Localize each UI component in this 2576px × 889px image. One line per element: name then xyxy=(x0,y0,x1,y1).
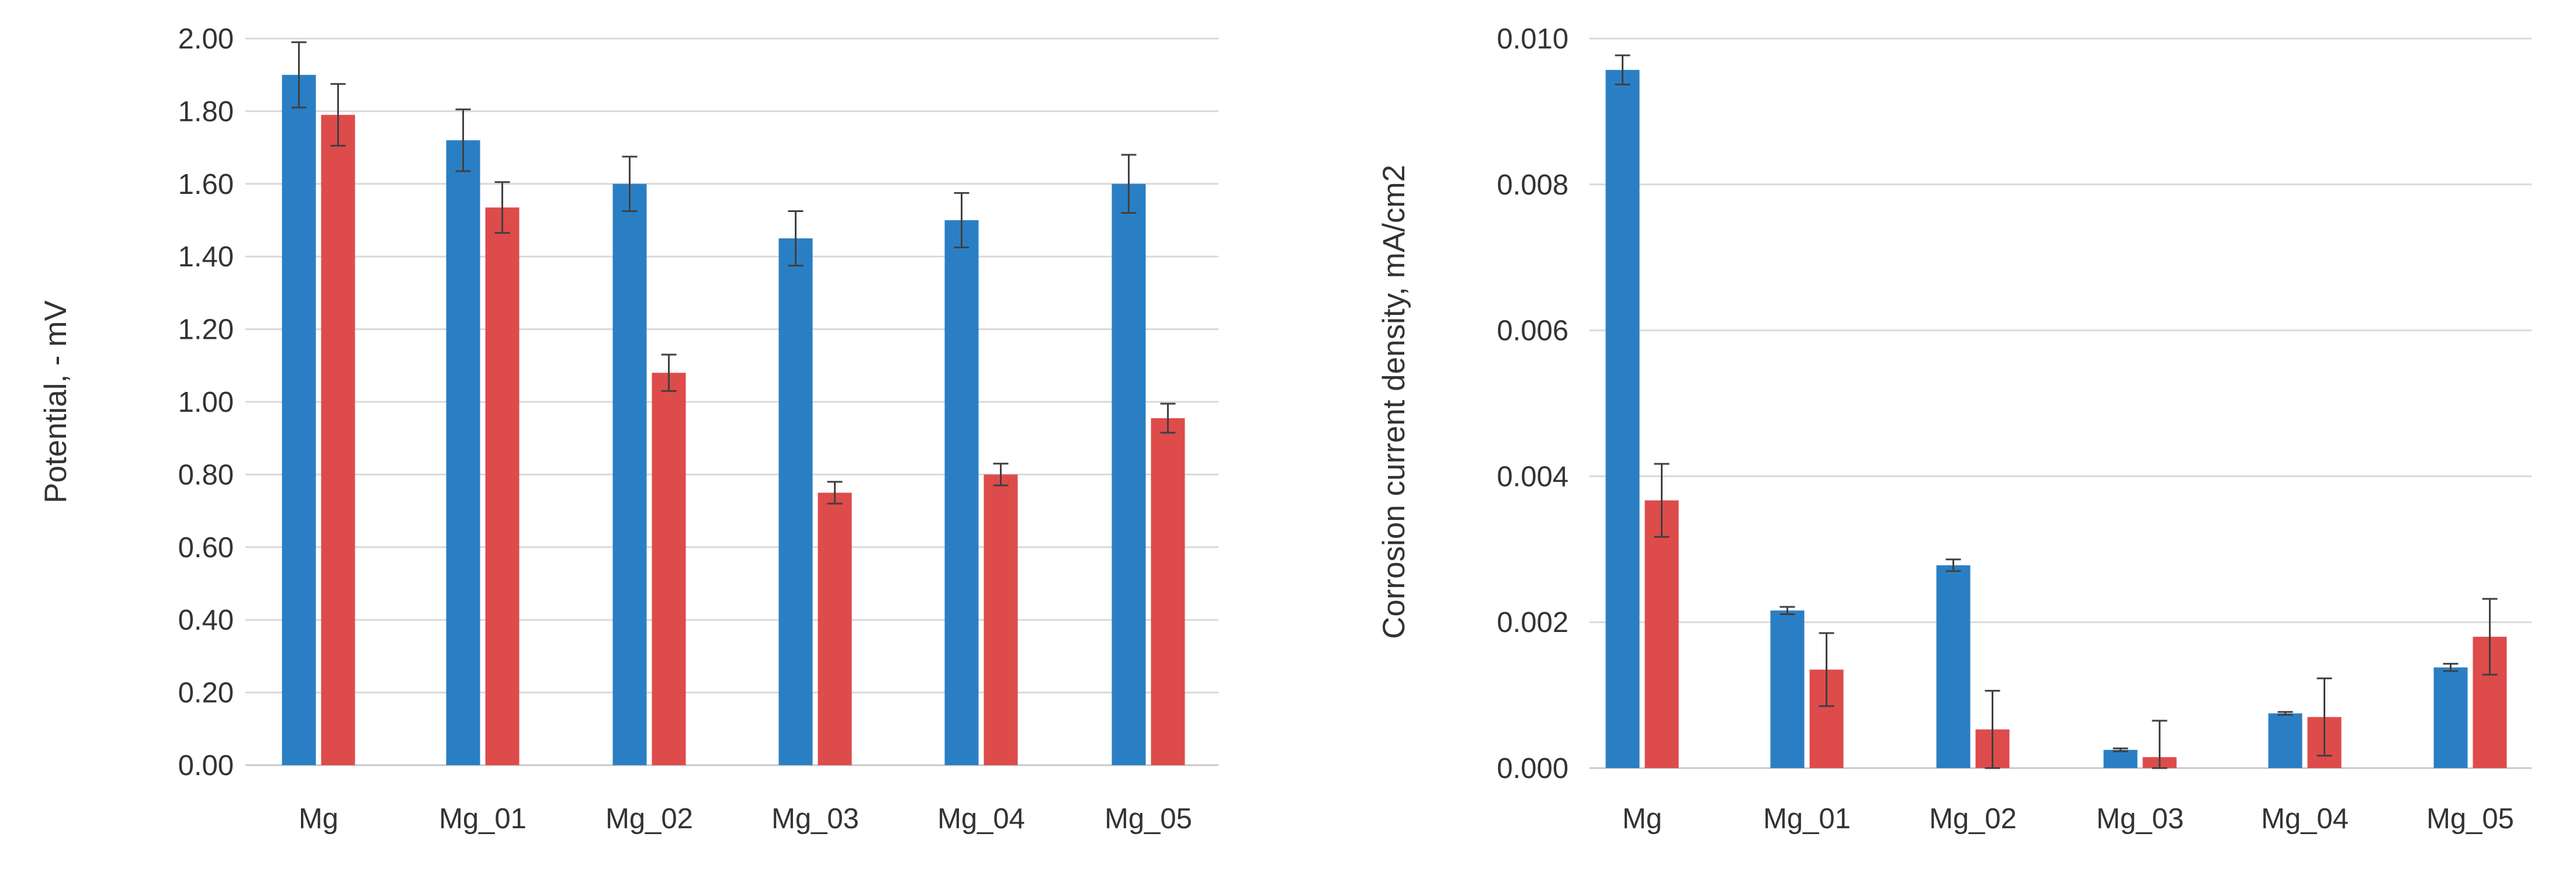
error-bar xyxy=(1121,154,1137,214)
bar-series-1-mg_01 xyxy=(1770,610,1805,768)
bar-series-2-mg_02 xyxy=(652,373,686,765)
bar-series-1-mg xyxy=(1605,70,1640,768)
error-bar xyxy=(291,41,307,109)
bar-series-1-mg_04 xyxy=(2268,713,2303,768)
error-bar xyxy=(1779,606,1795,615)
x-category-label: Mg_02 xyxy=(605,803,693,835)
bar-series-2-mg xyxy=(1644,500,1679,768)
error-bar xyxy=(2482,598,2498,676)
y-tick-label: 0.00 xyxy=(178,750,234,782)
y-tick-label: 0.60 xyxy=(178,532,234,564)
bar-series-1-mg_01 xyxy=(446,140,480,765)
x-category-label: Mg_04 xyxy=(2261,803,2349,835)
bar-series-1-mg_02 xyxy=(612,183,647,765)
x-category-label: Mg xyxy=(1622,803,1662,835)
error-bar xyxy=(1945,558,1961,572)
x-category-label: Mg_01 xyxy=(1763,803,1851,835)
bar-series-2-mg xyxy=(321,114,355,765)
bar-series-1-mg xyxy=(282,75,316,766)
error-bar xyxy=(827,481,843,505)
error-bar xyxy=(455,108,471,172)
x-category-label: Mg_03 xyxy=(771,803,859,835)
corrosion-current-chart: 0.000 0.002 0.004 0.006 0.008 0.010 Corrosion … xyxy=(1377,23,2532,835)
error-bar xyxy=(1654,463,1670,538)
bar-series-2-mg_03 xyxy=(818,492,852,765)
error-bar xyxy=(2113,747,2128,752)
error-bar xyxy=(1615,54,1630,86)
bar-series-2-mg_05 xyxy=(1151,418,1185,765)
bar-series-1-mg_03 xyxy=(2103,749,2138,768)
error-bar xyxy=(993,463,1009,487)
y-tick-label: 1.60 xyxy=(178,169,234,200)
y-tick-label: 0.40 xyxy=(178,605,234,636)
error-bar xyxy=(661,353,677,392)
y-tick-label: 1.00 xyxy=(178,387,234,418)
x-category-label: Mg_01 xyxy=(439,803,527,835)
x-category-label: Mg_03 xyxy=(2096,803,2184,835)
bar-series-2-mg_01 xyxy=(485,207,520,766)
y-tick-label: 0.80 xyxy=(178,459,234,491)
error-bar xyxy=(788,210,804,267)
bar-series-1-mg_05 xyxy=(1112,183,1146,765)
y-axis-title: Corrosion current density, mA/cm2 xyxy=(1377,165,1411,639)
x-category-label: Mg_05 xyxy=(1105,803,1192,835)
error-bar xyxy=(2152,720,2168,769)
x-category-label: Mg_04 xyxy=(937,803,1025,835)
x-category-label: Mg_02 xyxy=(1929,803,2017,835)
error-bar xyxy=(2443,662,2459,672)
bar-series-1-mg_05 xyxy=(2433,667,2468,768)
error-bar xyxy=(1985,690,2000,769)
x-category-label: Mg xyxy=(299,803,338,835)
y-tick-label: 0.20 xyxy=(178,678,234,709)
y-tick-label: 0.000 xyxy=(1497,753,1569,784)
y-tick-label: 0.008 xyxy=(1497,169,1569,201)
y-axis-title: Potential, - mV xyxy=(39,300,73,503)
y-tick-label: 2.00 xyxy=(178,23,234,55)
bar-series-1-mg_04 xyxy=(944,220,979,765)
error-bar xyxy=(1160,402,1176,434)
bar-series-1-mg_03 xyxy=(778,238,813,766)
bar-series-1-mg_02 xyxy=(1936,565,1971,768)
y-tick-label: 0.010 xyxy=(1497,23,1569,55)
y-tick-label: 0.006 xyxy=(1497,315,1569,347)
y-tick-label: 1.40 xyxy=(178,241,234,273)
error-bar xyxy=(954,192,970,249)
error-bar xyxy=(622,155,638,212)
error-bar xyxy=(1819,632,1834,707)
x-category-label: Mg_05 xyxy=(2426,803,2514,835)
potential-chart: 0.00 0.20 0.40 0.60 0.80 1.00 1.20 1.40 1.60 1.80… xyxy=(39,23,1218,835)
bar-series-2-mg_04 xyxy=(984,474,1018,765)
y-tick-label: 0.004 xyxy=(1497,461,1569,492)
error-bar xyxy=(494,181,510,234)
error-bar xyxy=(2317,677,2332,757)
y-tick-label: 1.20 xyxy=(178,314,234,346)
error-bar xyxy=(2277,711,2293,716)
y-tick-label: 1.80 xyxy=(178,96,234,127)
y-tick-label: 0.002 xyxy=(1497,607,1569,638)
error-bar xyxy=(330,83,346,147)
